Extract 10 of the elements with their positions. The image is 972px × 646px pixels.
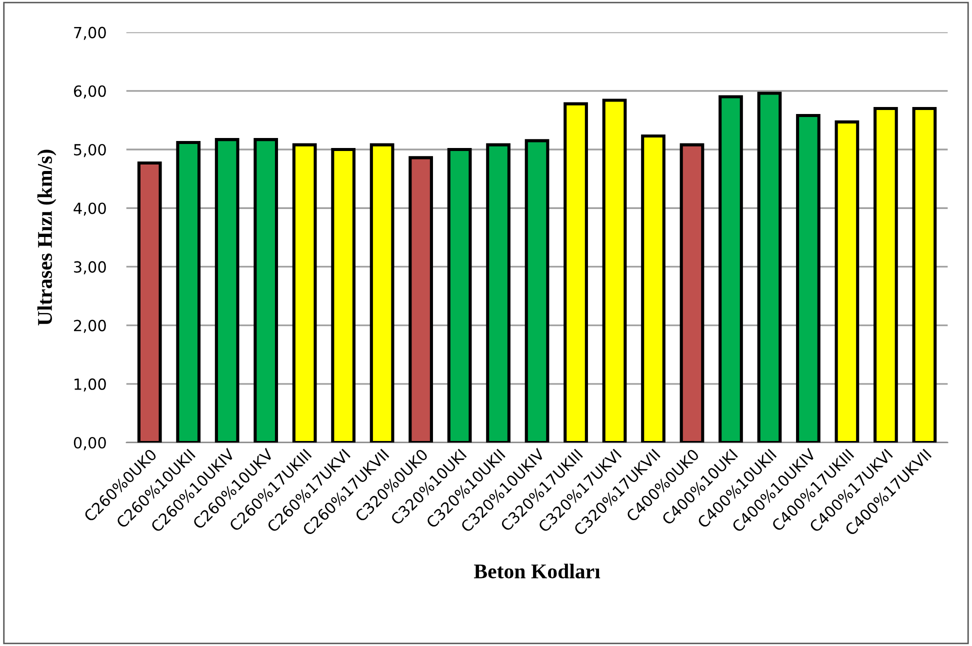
y-tick-label: 7,00 — [74, 26, 106, 40]
x-axis-title: Beton Kodları — [474, 564, 600, 578]
y-tick-label: 3,00 — [74, 261, 106, 274]
y-tick-label: 0,00 — [74, 436, 106, 450]
y-tick-label: 5,00 — [74, 144, 106, 158]
y-tick-label: 1,00 — [74, 378, 106, 392]
y-tick-label: 6,00 — [74, 85, 106, 98]
y-axis-title: Ultrases Hızı (km/s) — [37, 150, 56, 326]
y-tick-label: 4,00 — [74, 202, 106, 216]
y-tick-label: 2,00 — [74, 320, 106, 333]
